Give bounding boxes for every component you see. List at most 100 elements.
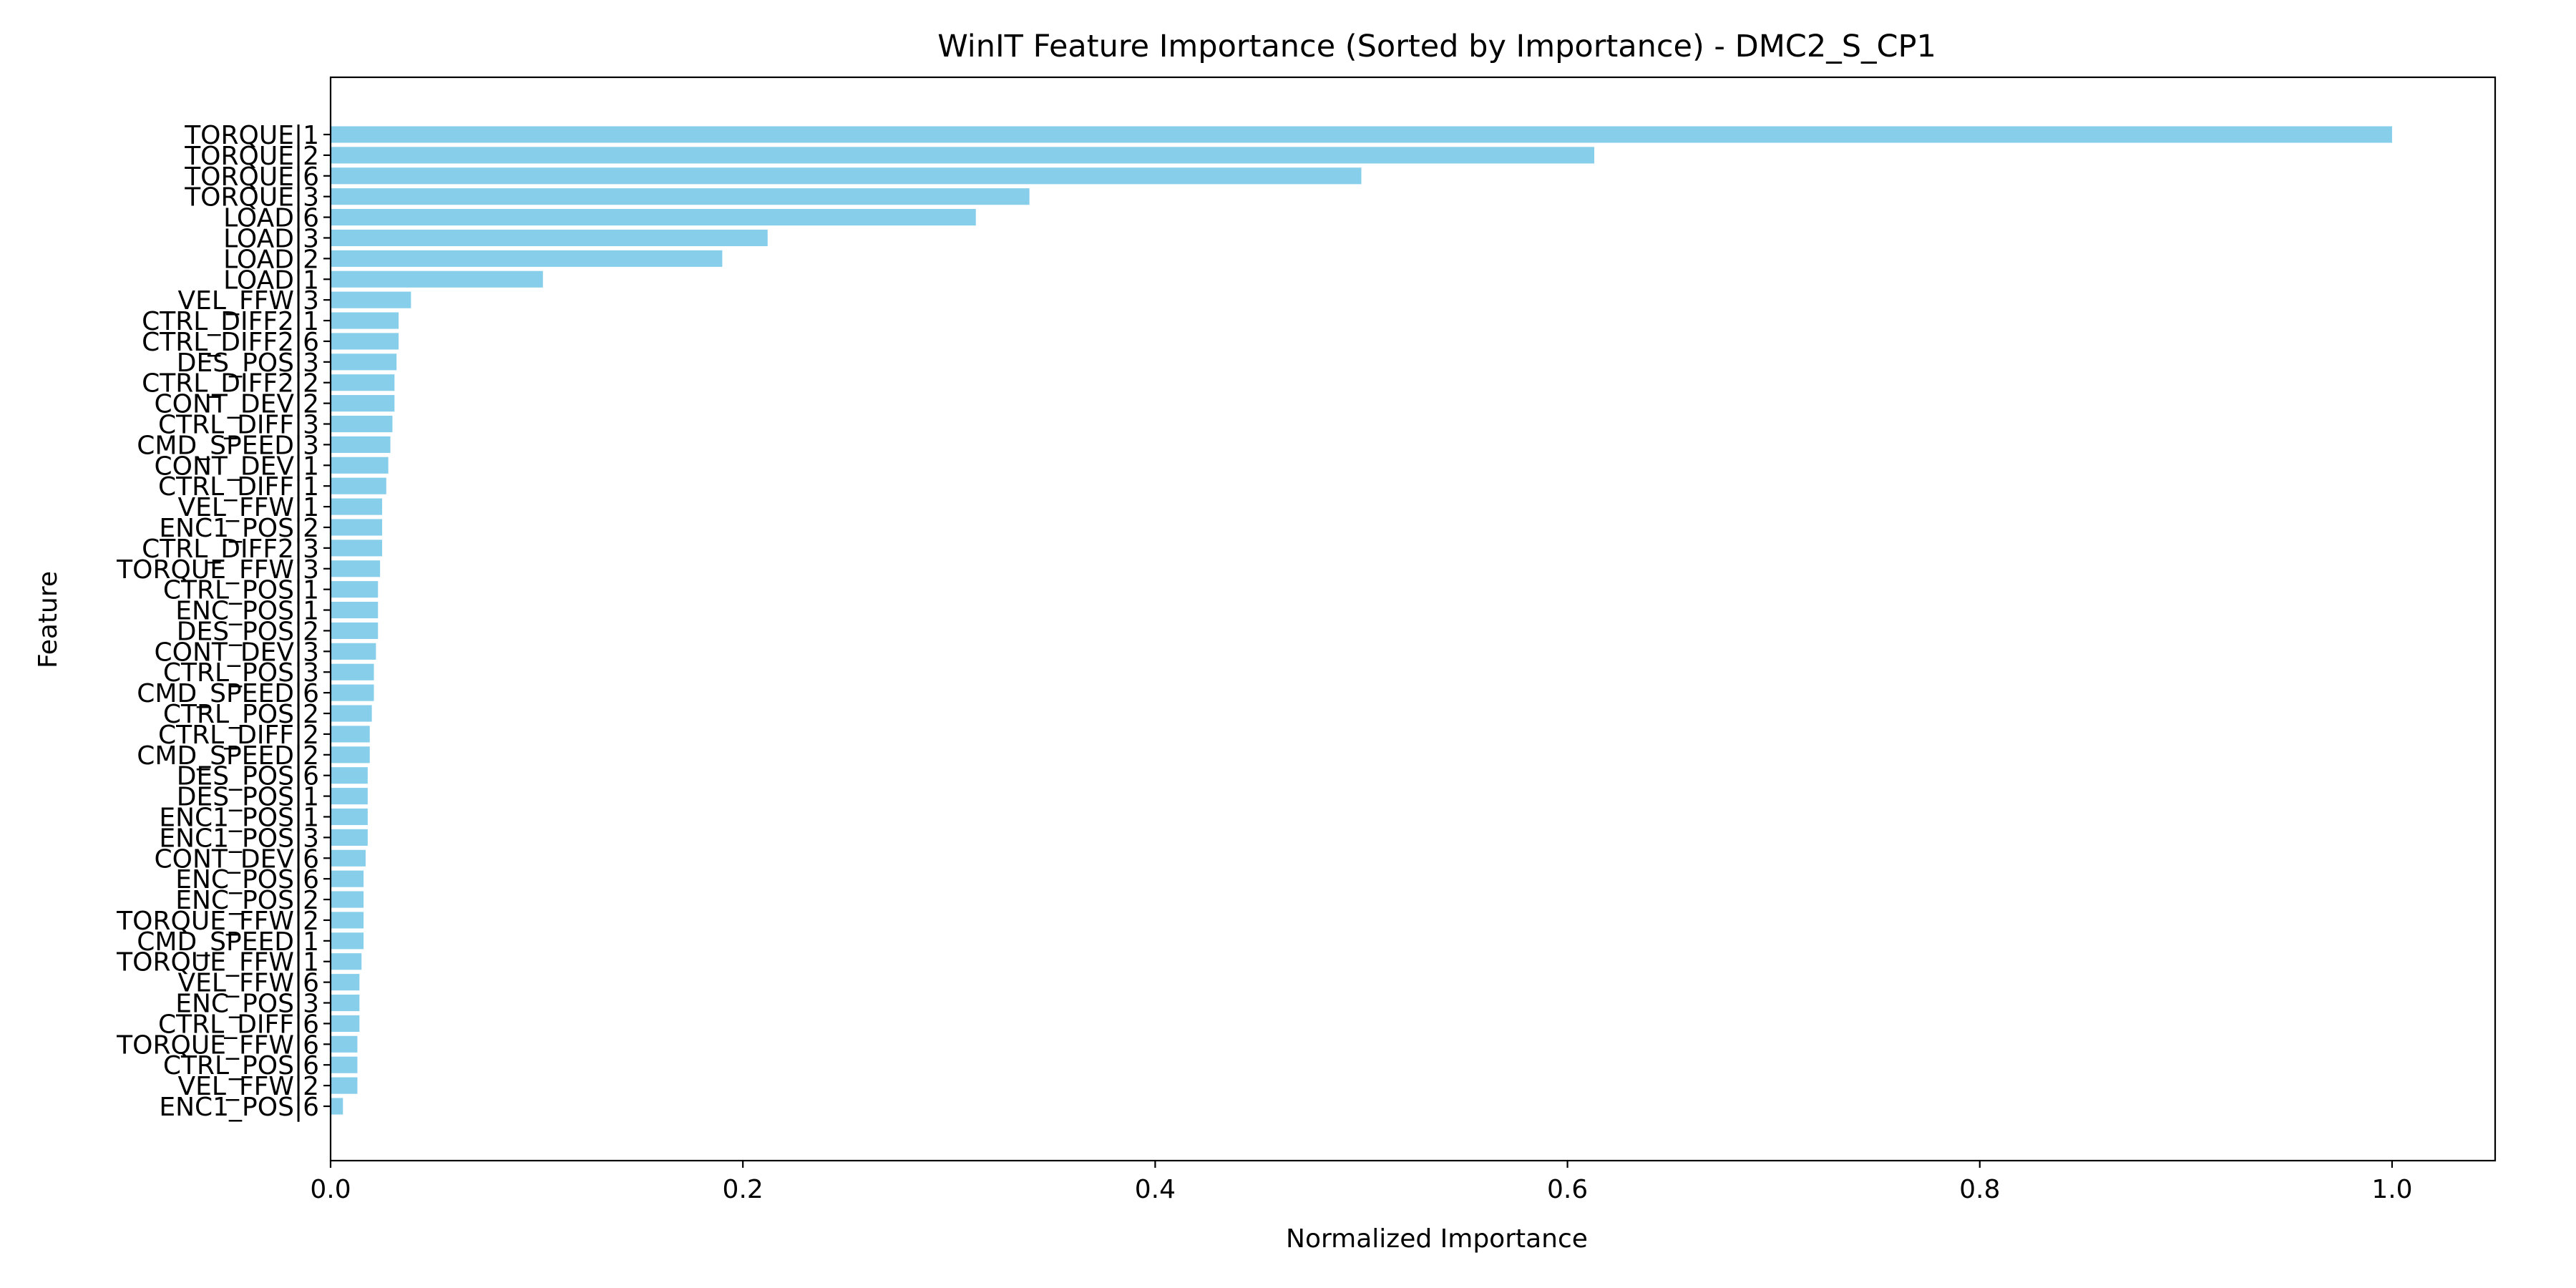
category-label: TORQUE|3: [184, 183, 319, 213]
category-label: CTRL_DIFF|6: [158, 1010, 319, 1039]
bar: [331, 126, 2392, 143]
category-label: LOAD|2: [223, 245, 319, 274]
bar: [331, 663, 374, 680]
category-label: CTRL_DIFF|3: [158, 411, 319, 440]
category-label: LOAD|6: [223, 204, 319, 233]
x-tick-label: 0.4: [1135, 1175, 1176, 1204]
category-label: DES_POS|6: [177, 762, 319, 791]
bar: [331, 519, 383, 536]
bar: [331, 270, 543, 288]
bar: [331, 788, 368, 805]
bar: [331, 457, 389, 474]
bar: [331, 498, 383, 515]
category-label: CONT_DEV|6: [154, 844, 319, 874]
category-label: TORQUE|1: [184, 121, 319, 150]
category-label: ENC_POS|1: [175, 597, 319, 626]
category-label: TORQUE|2: [184, 142, 319, 171]
category-label: CTRL_DIFF2|3: [142, 535, 319, 564]
x-tick-label: 0.2: [723, 1175, 763, 1204]
category-label: ENC1_POS|3: [159, 824, 319, 853]
bar: [331, 912, 364, 929]
category-label: CTRL_DIFF2|6: [142, 328, 319, 357]
x-tick-label: 0.0: [310, 1175, 351, 1204]
bar: [331, 601, 379, 619]
category-label: DES_POS|1: [177, 783, 319, 812]
bar: [331, 891, 364, 908]
bar: [331, 705, 372, 722]
bar: [331, 829, 368, 846]
category-label: TORQUE|6: [184, 162, 319, 192]
bar: [331, 209, 976, 226]
bar: [331, 974, 360, 991]
bar: [331, 353, 397, 371]
x-axis-label: Normalized Importance: [1286, 1224, 1588, 1254]
category-label: TORQUE_FFW|2: [116, 907, 319, 936]
bar: [331, 994, 360, 1012]
bar: [331, 746, 370, 763]
category-label: CMD_SPEED|6: [137, 679, 319, 708]
category-label: TORQUE_FFW|3: [116, 555, 319, 585]
bar: [331, 1077, 358, 1094]
y-axis-ticks: TORQUE|1TORQUE|2TORQUE|6TORQUE|3LOAD|6LO…: [116, 121, 331, 1122]
category-label: CTRL_POS|6: [163, 1051, 319, 1080]
bar: [331, 188, 1030, 205]
bar: [331, 932, 364, 950]
bar: [331, 953, 362, 970]
bar: [331, 1035, 358, 1053]
x-tick-label: 0.6: [1547, 1175, 1588, 1204]
bar: [331, 250, 723, 267]
bar: [331, 684, 374, 701]
bar: [331, 560, 381, 577]
bar: [331, 1056, 358, 1073]
bar: [331, 767, 368, 784]
bar: [331, 333, 399, 350]
category-label: CMD_SPEED|3: [137, 431, 319, 460]
bar: [331, 436, 391, 453]
bar: [331, 167, 1362, 185]
bar: [331, 870, 364, 887]
category-label: ENC_POS|6: [175, 865, 319, 894]
bar: [331, 147, 1595, 164]
bar: [331, 1098, 343, 1115]
category-label: CTRL_DIFF|1: [158, 472, 319, 502]
bar: [331, 643, 376, 660]
bar: [331, 312, 399, 329]
category-label: ENC1_POS|6: [159, 1093, 319, 1122]
category-label: DES_POS|3: [177, 348, 319, 378]
category-label: VEL_FFW|3: [178, 286, 319, 316]
bar: [331, 581, 379, 598]
category-label: VEL_FFW|1: [178, 493, 319, 522]
bar: [331, 291, 411, 308]
bars-group: [331, 126, 2392, 1115]
category-label: ENC_POS|2: [175, 886, 319, 915]
y-axis-label: Feature: [34, 571, 63, 668]
bar: [331, 540, 383, 557]
category-label: LOAD|3: [223, 224, 319, 253]
category-label: CTRL_POS|2: [163, 700, 319, 729]
category-label: CTRL_DIFF2|2: [142, 369, 319, 399]
category-label: CTRL_POS|3: [163, 658, 319, 688]
category-label: DES_POS|2: [177, 617, 319, 646]
bar: [331, 808, 368, 826]
category-label: LOAD|1: [223, 265, 319, 295]
category-label: ENC1_POS|2: [159, 514, 319, 543]
bar: [331, 395, 395, 412]
plot-area-frame: [329, 76, 2497, 1162]
x-tick-label: 1.0: [2371, 1175, 2412, 1204]
category-label: CMD_SPEED|1: [137, 927, 319, 957]
bar: [331, 1015, 360, 1032]
category-label: CMD_SPEED|2: [137, 741, 319, 771]
bar: [331, 622, 379, 640]
category-label: CTRL_POS|1: [163, 576, 319, 605]
chart-title: WinIT Feature Importance (Sorted by Impo…: [937, 29, 1936, 64]
category-label: CTRL_DIFF|2: [158, 721, 319, 750]
category-label: CONT_DEV|2: [154, 390, 319, 419]
x-tick-label: 0.8: [1959, 1175, 2000, 1204]
category-label: TORQUE_FFW|6: [116, 1030, 319, 1060]
category-label: VEL_FFW|6: [178, 969, 319, 998]
category-label: VEL_FFW|2: [178, 1072, 319, 1101]
bar: [331, 849, 366, 867]
category-label: TORQUE_FFW|1: [116, 948, 319, 977]
category-label: CONT_DEV|3: [154, 638, 319, 667]
